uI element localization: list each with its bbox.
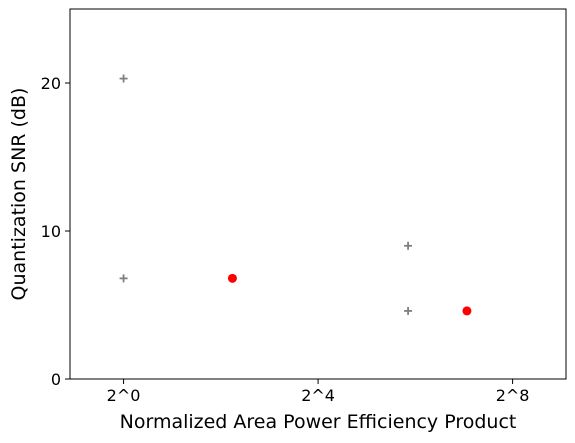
plot-area <box>70 9 566 379</box>
axes: 2^0 2^4 2^8 0 10 20 <box>41 8 567 405</box>
data-point-circle <box>227 273 237 283</box>
data-point-plus <box>119 74 128 83</box>
y-tick-label: 10 <box>41 222 61 241</box>
x-tick-label: 2^4 <box>301 386 335 405</box>
y-axis-label: Quantization SNR (dB) <box>8 88 30 301</box>
data-point-circle <box>462 306 472 316</box>
y-tick-label: 0 <box>51 370 61 389</box>
x-axis-label: Normalized Area Power Efficiency Product <box>120 411 517 433</box>
data-point-plus <box>404 241 413 250</box>
x-tick-label: 2^8 <box>496 386 530 405</box>
data-point-plus <box>404 306 413 315</box>
plot-background <box>70 9 566 379</box>
data-points <box>119 74 472 316</box>
y-tick-label: 20 <box>41 74 61 93</box>
x-tick-label: 2^0 <box>107 386 141 405</box>
data-point-plus <box>119 274 128 283</box>
